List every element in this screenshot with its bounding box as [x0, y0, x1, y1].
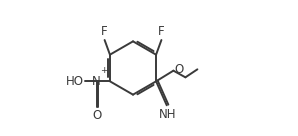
- Text: O: O: [92, 109, 101, 122]
- Text: N: N: [92, 75, 101, 88]
- Text: NH: NH: [159, 108, 176, 121]
- Text: +: +: [100, 66, 108, 75]
- Text: F: F: [158, 25, 165, 38]
- Text: HO: HO: [66, 75, 84, 88]
- Text: F: F: [101, 25, 108, 38]
- Text: O: O: [174, 63, 183, 76]
